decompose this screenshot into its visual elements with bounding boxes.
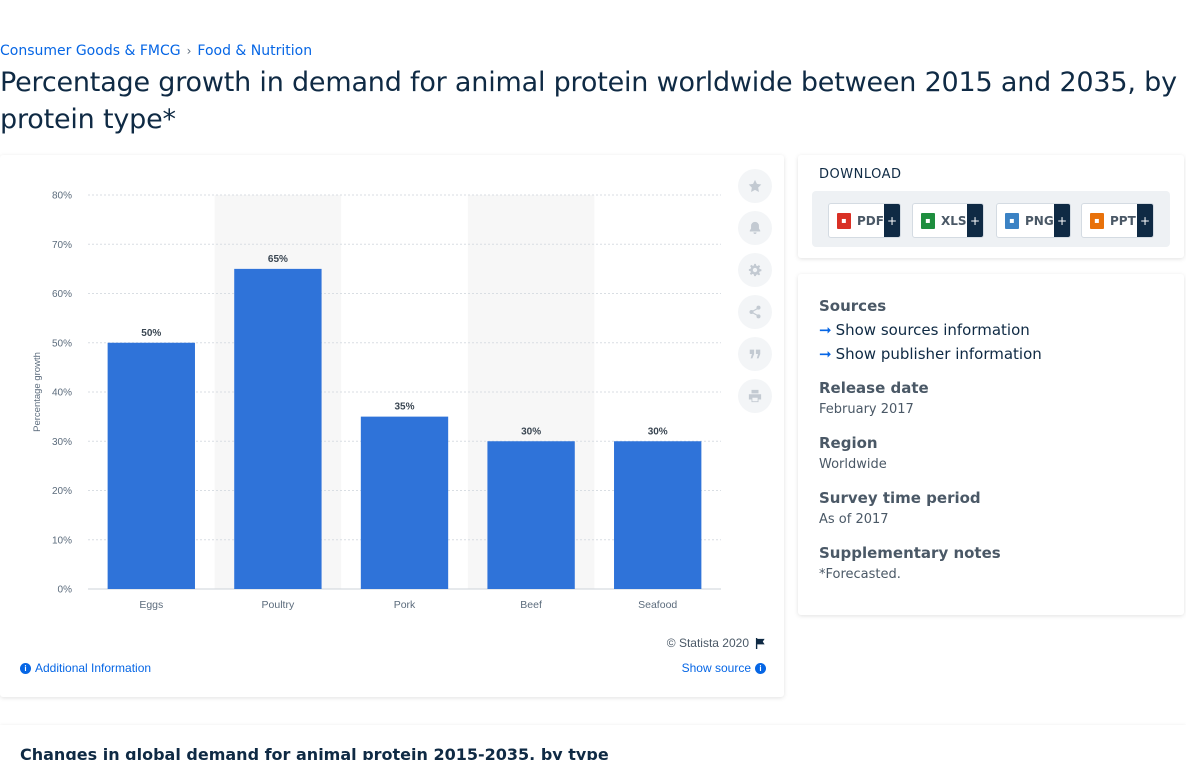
data-label: 50% bbox=[141, 328, 161, 339]
download-pdf-button[interactable]: ▪ PDF + bbox=[828, 203, 901, 238]
y-tick-label: 20% bbox=[52, 486, 72, 497]
page-title: Percentage growth in demand for animal p… bbox=[0, 67, 1177, 135]
y-tick-label: 30% bbox=[52, 437, 72, 448]
ppt-plus[interactable]: + bbox=[1137, 204, 1153, 237]
notification-button[interactable] bbox=[738, 211, 772, 245]
bar-chart: 0% 10% 20% 30% 40% 50% 60% 70% 80% Percentage gro… bbox=[32, 191, 721, 611]
y-tick-label: 80% bbox=[52, 191, 72, 202]
download-pdf-label: PDF bbox=[857, 213, 884, 228]
x-tick-label: Eggs bbox=[139, 599, 163, 611]
png-icon: ▪ bbox=[1005, 212, 1019, 229]
related-card: Changes in global demand for animal prot… bbox=[0, 725, 1186, 760]
download-bar: ▪ PDF + ▪ XLS + ▪ PNG + ▪ PPT + bbox=[812, 191, 1170, 247]
download-xls-label: XLS bbox=[941, 213, 967, 228]
y-axis-label: Percentage growth bbox=[32, 352, 43, 432]
download-png-button[interactable]: ▪ PNG + bbox=[996, 203, 1071, 238]
quote-icon bbox=[749, 349, 761, 359]
share-icon bbox=[749, 305, 761, 319]
region-value: Worldwide bbox=[819, 457, 887, 472]
chart-toolbar bbox=[738, 169, 772, 421]
bar bbox=[234, 268, 322, 589]
show-publisher-label: Show publisher information bbox=[835, 345, 1042, 363]
png-plus[interactable]: + bbox=[1054, 204, 1070, 237]
breadcrumb-consumer-goods[interactable]: Consumer Goods & FMCG bbox=[0, 43, 181, 59]
additional-information-link[interactable]: i Additional Information bbox=[20, 661, 151, 675]
x-tick-label: Poultry bbox=[262, 599, 295, 611]
breadcrumb: Consumer Goods & FMCG › Food & Nutrition bbox=[0, 43, 312, 59]
flag-icon[interactable] bbox=[755, 637, 766, 649]
bar bbox=[360, 416, 449, 589]
data-label: 30% bbox=[648, 426, 668, 437]
chart-card: 0% 10% 20% 30% 40% 50% 60% 70% 80% Percentage gro… bbox=[0, 155, 784, 697]
settings-button[interactable] bbox=[738, 253, 772, 287]
y-tick-label: 60% bbox=[52, 289, 72, 300]
print-button[interactable] bbox=[738, 379, 772, 413]
arrow-right-icon: ➞ bbox=[819, 345, 832, 363]
y-tick-label: 40% bbox=[52, 388, 72, 399]
copyright: © Statista 2020 bbox=[667, 636, 766, 650]
y-tick-label: 10% bbox=[52, 535, 72, 546]
notes-heading: Supplementary notes bbox=[819, 544, 1001, 562]
data-label: 65% bbox=[268, 254, 288, 265]
download-card: DOWNLOAD ▪ PDF + ▪ XLS + ▪ PNG + ▪ PPT + bbox=[798, 155, 1184, 258]
x-tick-label: Beef bbox=[520, 599, 542, 611]
cite-button[interactable] bbox=[738, 337, 772, 371]
bar bbox=[614, 441, 702, 589]
xls-icon: ▪ bbox=[921, 212, 935, 229]
favorite-button[interactable] bbox=[738, 169, 772, 203]
download-ppt-button[interactable]: ▪ PPT + bbox=[1081, 203, 1154, 238]
download-xls-button[interactable]: ▪ XLS + bbox=[912, 203, 984, 238]
pdf-plus[interactable]: + bbox=[884, 204, 900, 237]
show-source-link[interactable]: Show source i bbox=[682, 661, 766, 675]
download-title: DOWNLOAD bbox=[819, 167, 902, 182]
download-ppt-label: PPT bbox=[1110, 213, 1136, 228]
related-title[interactable]: Changes in global demand for animal prot… bbox=[20, 745, 609, 760]
survey-heading: Survey time period bbox=[819, 489, 981, 507]
notes-value: *Forecasted. bbox=[819, 567, 901, 582]
bell-icon bbox=[749, 221, 761, 234]
data-label: 35% bbox=[394, 402, 414, 413]
print-icon bbox=[748, 389, 762, 403]
xls-plus[interactable]: + bbox=[967, 204, 983, 237]
gear-icon bbox=[748, 263, 762, 277]
sources-heading: Sources bbox=[819, 297, 887, 315]
y-tick-label: 50% bbox=[52, 338, 72, 349]
x-tick-label: Seafood bbox=[638, 599, 677, 611]
info-card: Sources ➞ Show sources information ➞ Sho… bbox=[798, 274, 1184, 615]
copyright-text: © Statista 2020 bbox=[666, 636, 749, 650]
release-heading: Release date bbox=[819, 379, 929, 397]
data-label: 30% bbox=[521, 426, 541, 437]
survey-value: As of 2017 bbox=[819, 512, 889, 527]
bar bbox=[487, 441, 575, 589]
show-sources-label: Show sources information bbox=[835, 321, 1030, 339]
breadcrumb-food-nutrition[interactable]: Food & Nutrition bbox=[197, 43, 313, 59]
release-value: February 2017 bbox=[819, 402, 914, 417]
share-button[interactable] bbox=[738, 295, 772, 329]
bar bbox=[107, 342, 195, 589]
show-sources-link[interactable]: ➞ Show sources information bbox=[819, 321, 1030, 339]
download-png-label: PNG bbox=[1025, 213, 1054, 228]
y-tick-label: 70% bbox=[52, 240, 72, 251]
breadcrumb-separator: › bbox=[186, 44, 192, 58]
x-tick-label: Pork bbox=[394, 599, 416, 611]
additional-information-label: Additional Information bbox=[35, 661, 152, 675]
show-source-label: Show source bbox=[681, 661, 751, 675]
region-heading: Region bbox=[819, 434, 878, 452]
arrow-right-icon: ➞ bbox=[819, 321, 832, 339]
y-tick-label: 0% bbox=[58, 585, 73, 596]
show-publisher-link[interactable]: ➞ Show publisher information bbox=[819, 345, 1042, 363]
info-icon: i bbox=[755, 662, 766, 674]
star-icon bbox=[748, 179, 762, 192]
pdf-icon: ▪ bbox=[837, 212, 851, 229]
ppt-icon: ▪ bbox=[1090, 212, 1104, 229]
info-icon: i bbox=[20, 662, 31, 674]
